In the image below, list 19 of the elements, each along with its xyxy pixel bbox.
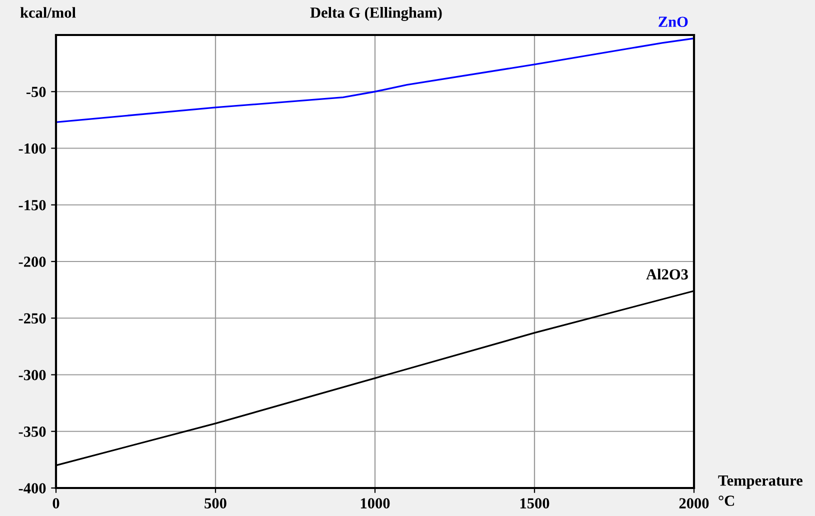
y-axis-title: kcal/mol <box>20 7 76 18</box>
y-tick-label: -400 <box>18 483 46 494</box>
series-label: ZnO <box>658 16 688 27</box>
x-tick-label: 1500 <box>520 498 550 508</box>
x-tick-label: 2000 <box>679 498 709 508</box>
series-label: Al2O3 <box>646 268 688 280</box>
y-tick-label: -250 <box>18 313 46 324</box>
line-series <box>56 38 694 124</box>
y-tick-label: -100 <box>18 143 46 154</box>
y-tick-label: -50 <box>26 86 46 98</box>
y-tick-label: -350 <box>18 426 46 437</box>
y-tick-label: -300 <box>18 370 46 380</box>
x-axis-title: Temperature °C <box>718 476 802 506</box>
x-tick-label: 0 <box>52 498 60 508</box>
x-tick-label: 500 <box>204 498 226 508</box>
y-tick-label: -200 <box>18 256 46 267</box>
chart-title: Delta G (Ellingham) <box>310 7 442 21</box>
y-tick-label: -150 <box>18 200 46 210</box>
x-tick-label: 1000 <box>360 498 390 508</box>
